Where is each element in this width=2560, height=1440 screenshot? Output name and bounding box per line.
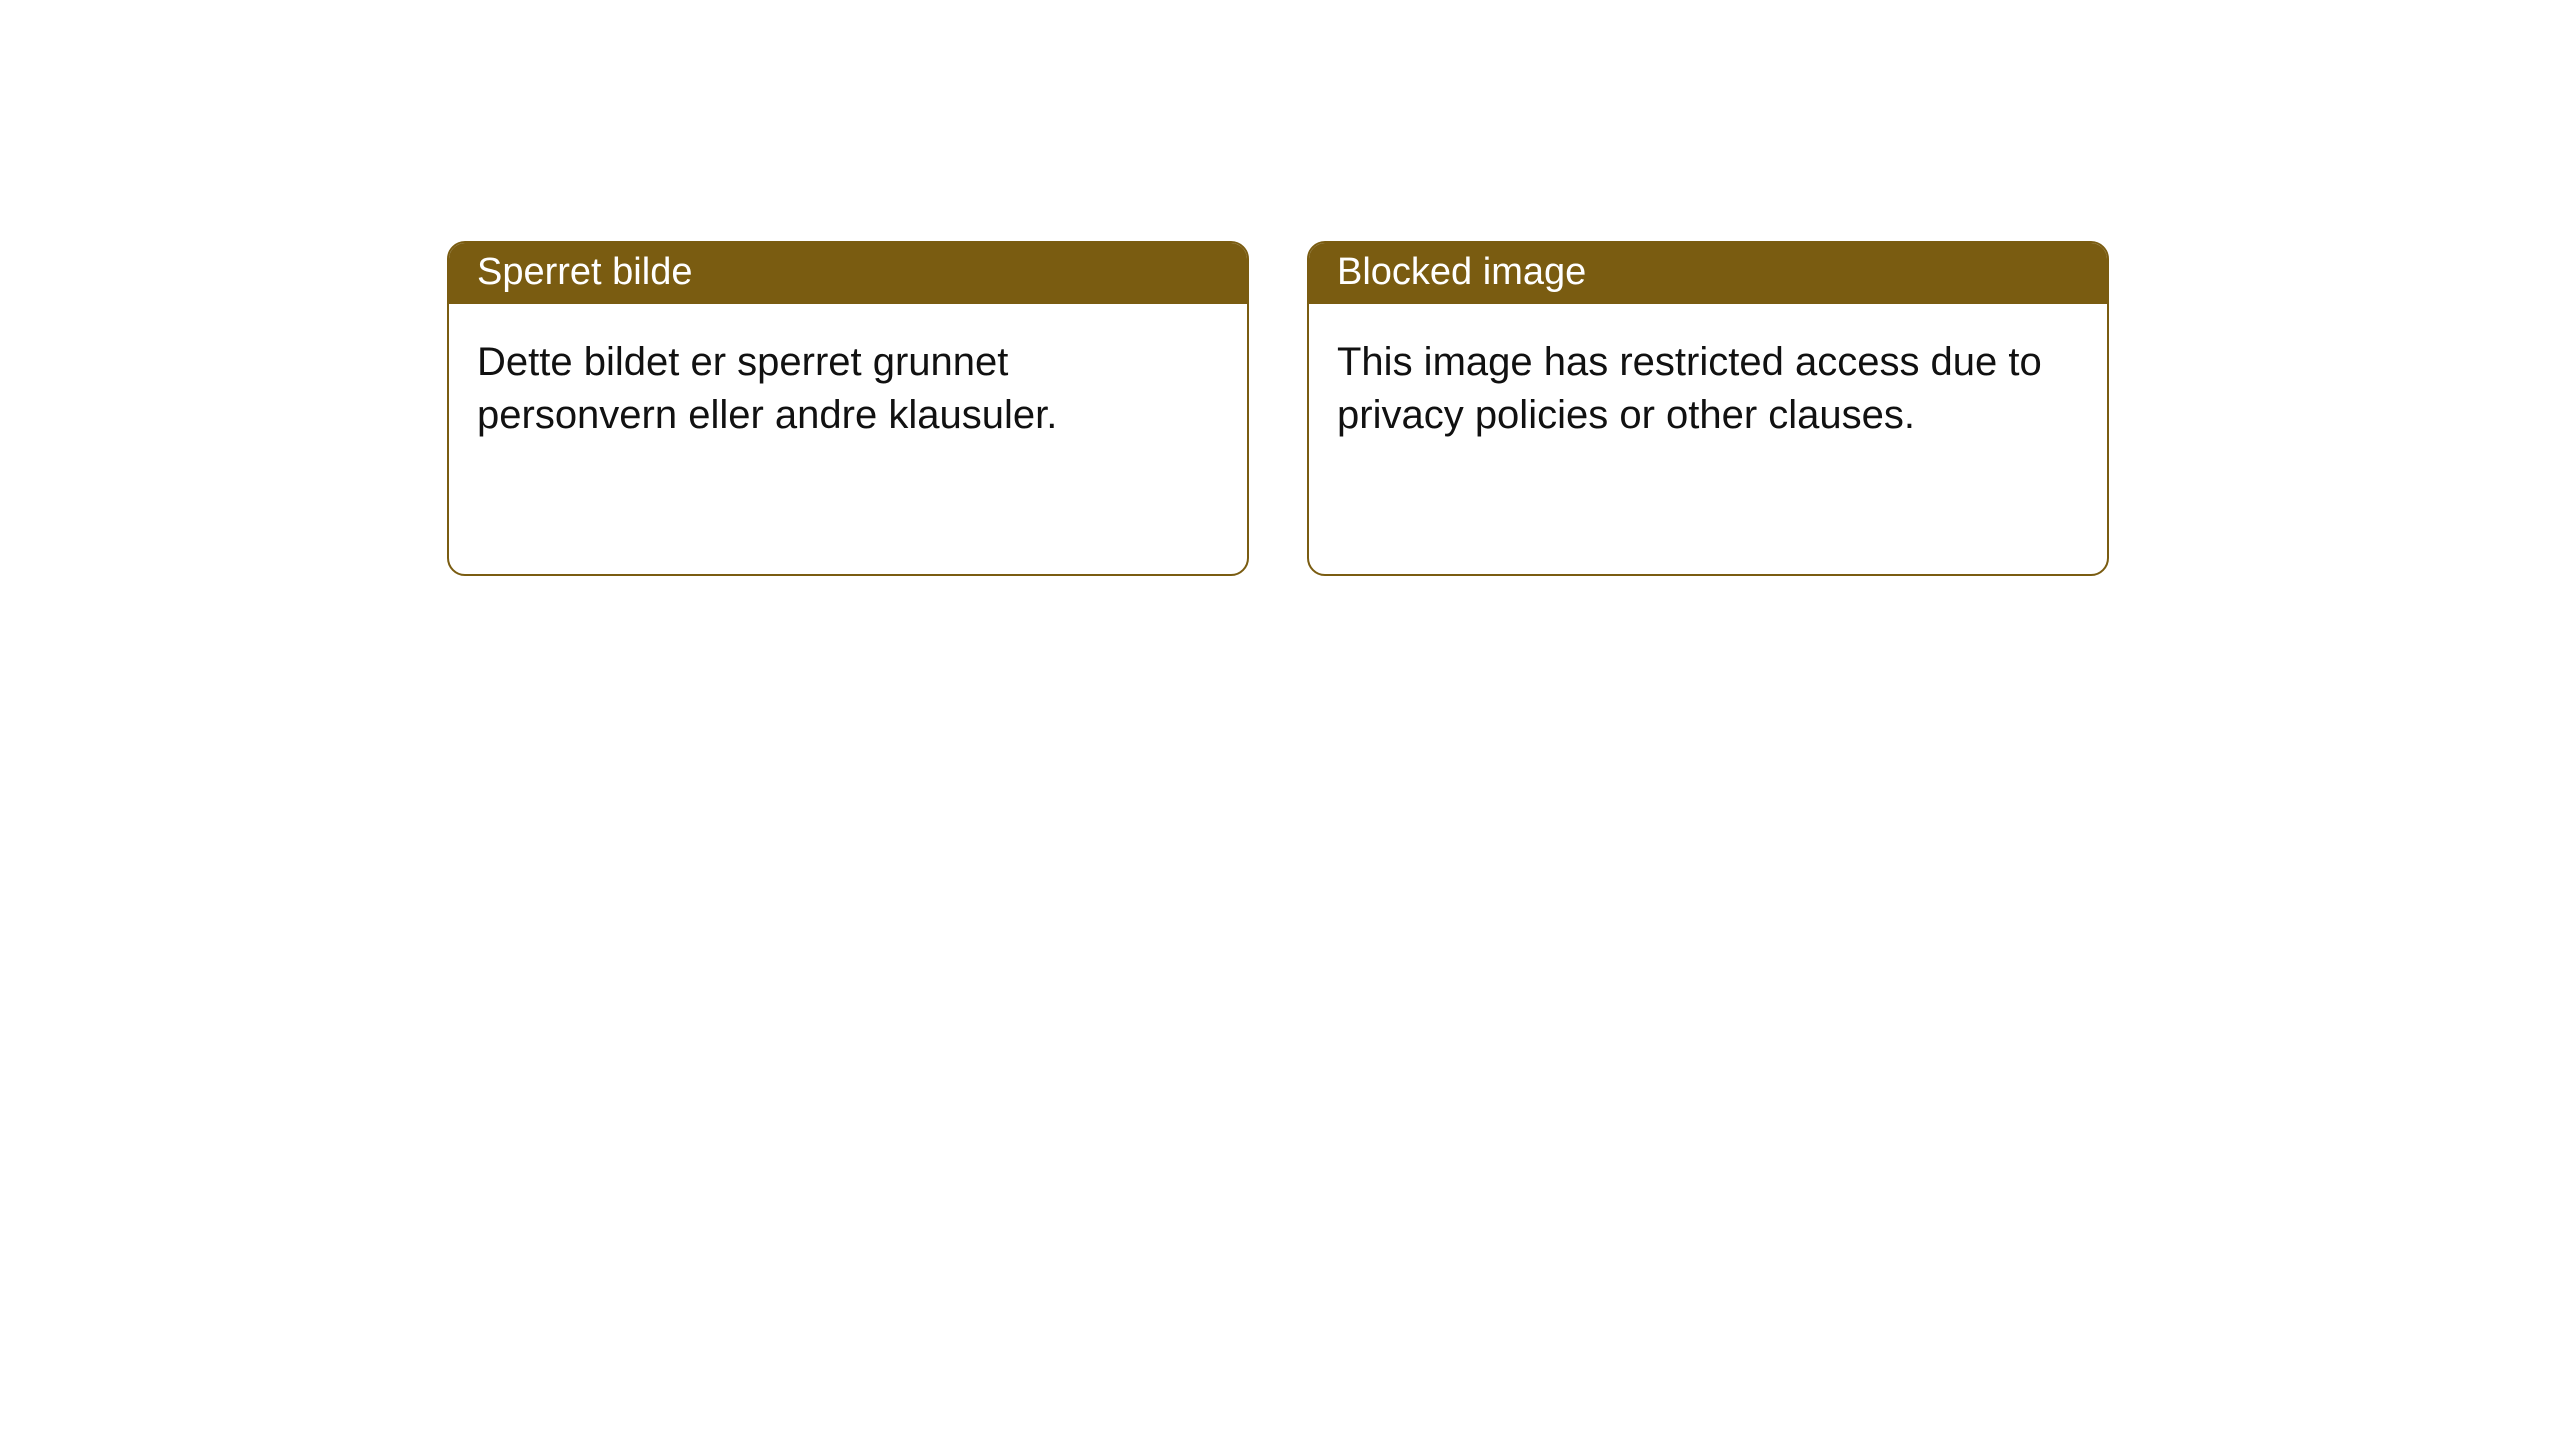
- card-body: Dette bildet er sperret grunnet personve…: [449, 304, 1247, 574]
- card-title: Sperret bilde: [449, 243, 1247, 304]
- blocked-image-card-no: Sperret bilde Dette bildet er sperret gr…: [447, 241, 1249, 576]
- card-body: This image has restricted access due to …: [1309, 304, 2107, 574]
- notice-container: Sperret bilde Dette bildet er sperret gr…: [0, 0, 2560, 576]
- card-title: Blocked image: [1309, 243, 2107, 304]
- blocked-image-card-en: Blocked image This image has restricted …: [1307, 241, 2109, 576]
